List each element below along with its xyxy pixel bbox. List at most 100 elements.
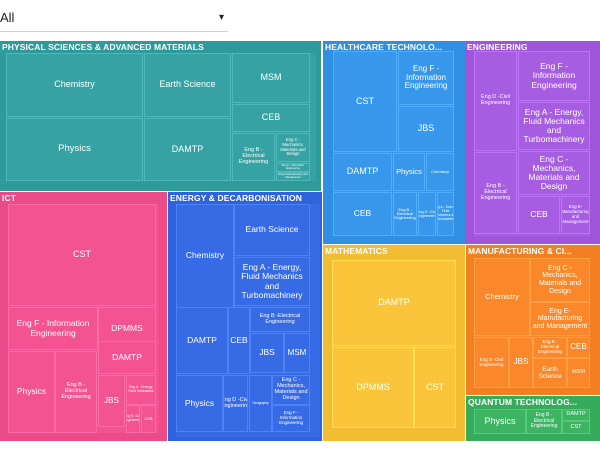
treemap-cell-eng-d-civil-engineering[interactable]: Eng D -Civil Engineering [474,337,509,388]
treemap-cell-label: Earth Science [245,224,299,235]
treemap-cell-eng-b-electrical-engineering[interactable]: Eng B -Electrical Engineering [533,337,567,358]
treemap-cell-label: Chemistry [185,250,225,261]
treemap-cell-eng-c-mechanics-materials-and-design[interactable]: Eng C -Mechanics, Materials and Design [276,133,310,162]
treemap-cell-msm[interactable]: MSM [284,333,310,373]
treemap-cell-label: CST [570,423,582,430]
treemap-cell-label: Earth Science [538,365,562,380]
treemap-cell-damtp[interactable]: DAMTP [98,341,156,374]
treemap-cell-damtp[interactable]: DAMTP [176,307,228,374]
treemap-cell-earth-science[interactable]: Earth Science [234,204,310,256]
treemap-cell-eng-c-mechanics-materials-and-design[interactable]: Eng C -Mechanics, Materials and Design [518,151,590,195]
treemap-cell-label: Eng B -Electrical Engineering [61,382,91,400]
treemap-cell-damtp[interactable]: DAMTP [333,153,392,191]
treemap-cell-damtp[interactable]: DAMTP [144,118,231,181]
treemap-cell-physics[interactable]: Physics [474,409,526,434]
treemap-cell-eng-a-energy-fluid-mechanics-and-turbomachinery[interactable]: Eng A - Energy, Fluid Mechanics and Turb… [234,257,310,306]
treemap-cell-ceb[interactable]: CEB [333,192,392,236]
treemap-cell-eng-d-civil-engineering[interactable]: Eng D -Civil Engineering [474,51,517,151]
section-title: ENERGY & DECARBONISATION [170,193,302,203]
treemap-cell-label: Physics [184,397,215,408]
treemap-cell-chemistry[interactable]: Chemistry [6,53,143,117]
section-manufacturing-ci[interactable]: MANUFACTURING & CI... Chemistry Eng C -Mec… [466,245,600,395]
treemap-cell-eng-f-information-engineering[interactable]: Eng F - Information Engineering [272,405,310,432]
treemap-cell-cst[interactable]: CST [8,204,156,306]
treemap-cell-label: CEB [353,208,372,219]
treemap-cell-eng-c-mechanics-materials-and-design[interactable]: Eng C -Mechanics, Materials and Design [272,375,310,405]
treemap-cell-label: CST [426,381,444,392]
treemap-cell-jbs[interactable]: JBS [509,337,533,388]
treemap-cell-eng-a-energy-fluid-mechanics-and-turbomachinery[interactable]: Eng A - Energy, Fluid Mechanics and Turb… [437,192,454,236]
treemap-cell-label: Eng A - Energy, Fluid Mechanics and Turb… [523,106,585,145]
treemap-cell-dpmms[interactable]: DPMMS [332,347,414,428]
treemap-cell-label: Chemistry [485,291,519,301]
treemap-cell-label: CST [356,95,374,106]
section-ict[interactable]: ICT CST Eng F - Information Engineering DPM… [0,192,167,441]
treemap-cell-eng-d-civil-engineering[interactable]: Eng D -Civil Engineering [126,405,140,433]
treemap-cell-eng-e-manufacturing-and-management[interactable]: Eng E-Manufacturing and Management [276,172,310,181]
treemap-cell-label: Eng D -Civil Engineering [418,208,436,218]
treemap-cell-eng-b-electrical-engineering[interactable]: Eng B -Electrical Engineering [393,192,417,236]
section-mathematics[interactable]: MATHEMATICS DAMTP DPMMS CST [323,245,465,441]
treemap-cell-eng-b-electrical-engineering[interactable]: Eng B -Electrical Engineering [250,307,310,332]
treemap-cell-eng-e-manufacturing-and-management[interactable]: Eng E-Manufacturing and Management [561,196,590,234]
section-energy-decarbonisation[interactable]: ENERGY & DECARBONISATION Chemistry Earth S… [168,192,322,441]
treemap-cell-label: Eng E-Manufacturing and Management [278,172,308,179]
treemap-cell-label: DAMTP [112,351,142,362]
treemap-cell-earth-science[interactable]: Earth Science [144,53,231,117]
treemap-cell-jbs[interactable]: JBS [98,375,125,427]
treemap-cell-eng-e-manufacturing-and-management[interactable]: Eng E-Manufacturing and Management [530,302,590,336]
treemap-cell-eng-f-information-engineering[interactable]: Eng F - Information Engineering [518,51,590,101]
treemap-cell-cst[interactable]: CST [333,51,397,152]
treemap-cell-label: MSM [287,347,307,357]
treemap-cell-geography[interactable]: Geography [249,375,272,432]
treemap-cell-cst[interactable]: CST [562,421,590,434]
treemap-cell-ceb[interactable]: CEB [228,307,250,374]
section-engineering[interactable]: ENGINEERING Eng F - Information Engineeri… [465,41,600,244]
treemap-cell-eng-f-information-engineering[interactable]: Eng F - Information Engineering [8,307,98,350]
filter-dropdown[interactable]: All ▾ [0,6,228,32]
treemap-cell-label: CEB [570,342,587,352]
treemap-cell-label: Chemistry [430,168,449,174]
treemap-cell-physics[interactable]: Physics [176,375,223,432]
treemap-cell-eng-f-information-engineering[interactable]: Eng F - Information Engineering [398,51,454,105]
treemap-cell-eng-b-electrical-engineering[interactable]: Eng B -Electrical Engineering [526,409,562,434]
treemap-cell-cst[interactable]: CST [414,347,456,428]
section-title: PHYSICAL SCIENCES & ADVANCED MATERIALS [2,42,204,52]
treemap-cell-chemistry[interactable]: Chemistry [176,204,234,308]
treemap-cell-ceb[interactable]: CEB [567,337,590,358]
section-title: ICT [2,193,16,203]
treemap-cell-jbs[interactable]: JBS [398,106,454,152]
treemap-cell-eng-d-civil-engineering[interactable]: Eng D -Civil Engineering [418,192,436,236]
treemap-cell-label: JBS [104,395,119,405]
treemap-cell-physics[interactable]: Physics [393,153,425,191]
section-quantum-technolog[interactable]: QUANTUM TECHNOLOG... Physics Eng B -Electr… [466,396,600,441]
treemap-cell-ceb[interactable]: CEB [232,104,310,132]
treemap-cell-eng-a-energy-fluid-mechanics[interactable]: Eng A - Energy, Fluid Mechanics [126,375,156,405]
treemap-cell-eng-b-electrical-engineering[interactable]: Eng B -Electrical Engineering [474,152,517,234]
treemap-cell-eng-b-electrical-engineering[interactable]: Eng B -Electrical Engineering [232,133,275,181]
treemap-cell-eng-f-information-engineering[interactable]: Eng F - Information Engineering [276,163,310,172]
section-physical-sciences-advanced-materials[interactable]: PHYSICAL SCIENCES & ADVANCED MATERIALS Ch… [0,41,321,191]
treemap-cell-jbs[interactable]: JBS [250,333,284,373]
treemap-cell-label: Eng F - Information Engineering [404,64,448,91]
treemap-cell-earth-science[interactable]: Earth Science [533,358,567,388]
treemap-cell-eng-a-energy-fluid-mechanics-and-turbomachinery[interactable]: Eng A - Energy, Fluid Mechanics and Turb… [518,102,590,150]
treemap-cell-label: Eng F - Information Engineering [281,163,305,170]
treemap-cell-label: DAMTP [346,166,379,177]
treemap-cell-msm[interactable]: MSM [567,358,590,388]
treemap-cell-chemistry[interactable]: Chemistry [426,153,454,191]
treemap-cell-ceb[interactable]: CEB [518,196,560,234]
treemap-cell-physics[interactable]: Physics [8,351,55,433]
treemap-cell-chemistry[interactable]: Chemistry [474,258,530,336]
treemap-cell-eng-b-electrical-engineering[interactable]: Eng B -Electrical Engineering [55,351,97,433]
treemap-cell-physics[interactable]: Physics [6,118,143,181]
filter-selected-value: All [0,10,15,25]
treemap-cell-eng-d-civil-engineering[interactable]: Eng D -Civil Engineering [223,375,248,432]
section-healthcare-technolo[interactable]: HEALTHCARE TECHNOLO... CST Eng F - Informa… [323,41,465,244]
treemap-cell-ceb[interactable]: CEB [141,405,156,433]
treemap-cell-damtp[interactable]: DAMTP [562,409,590,421]
treemap-cell-eng-c-mechanics-materials-and-design[interactable]: Eng C -Mechanics, Materials and Design [530,258,590,302]
treemap-cell-msm[interactable]: MSM [232,53,310,103]
treemap-cell-label: Eng C -Mechanics, Materials and Design [528,153,580,192]
treemap-cell-damtp[interactable]: DAMTP [332,260,456,346]
